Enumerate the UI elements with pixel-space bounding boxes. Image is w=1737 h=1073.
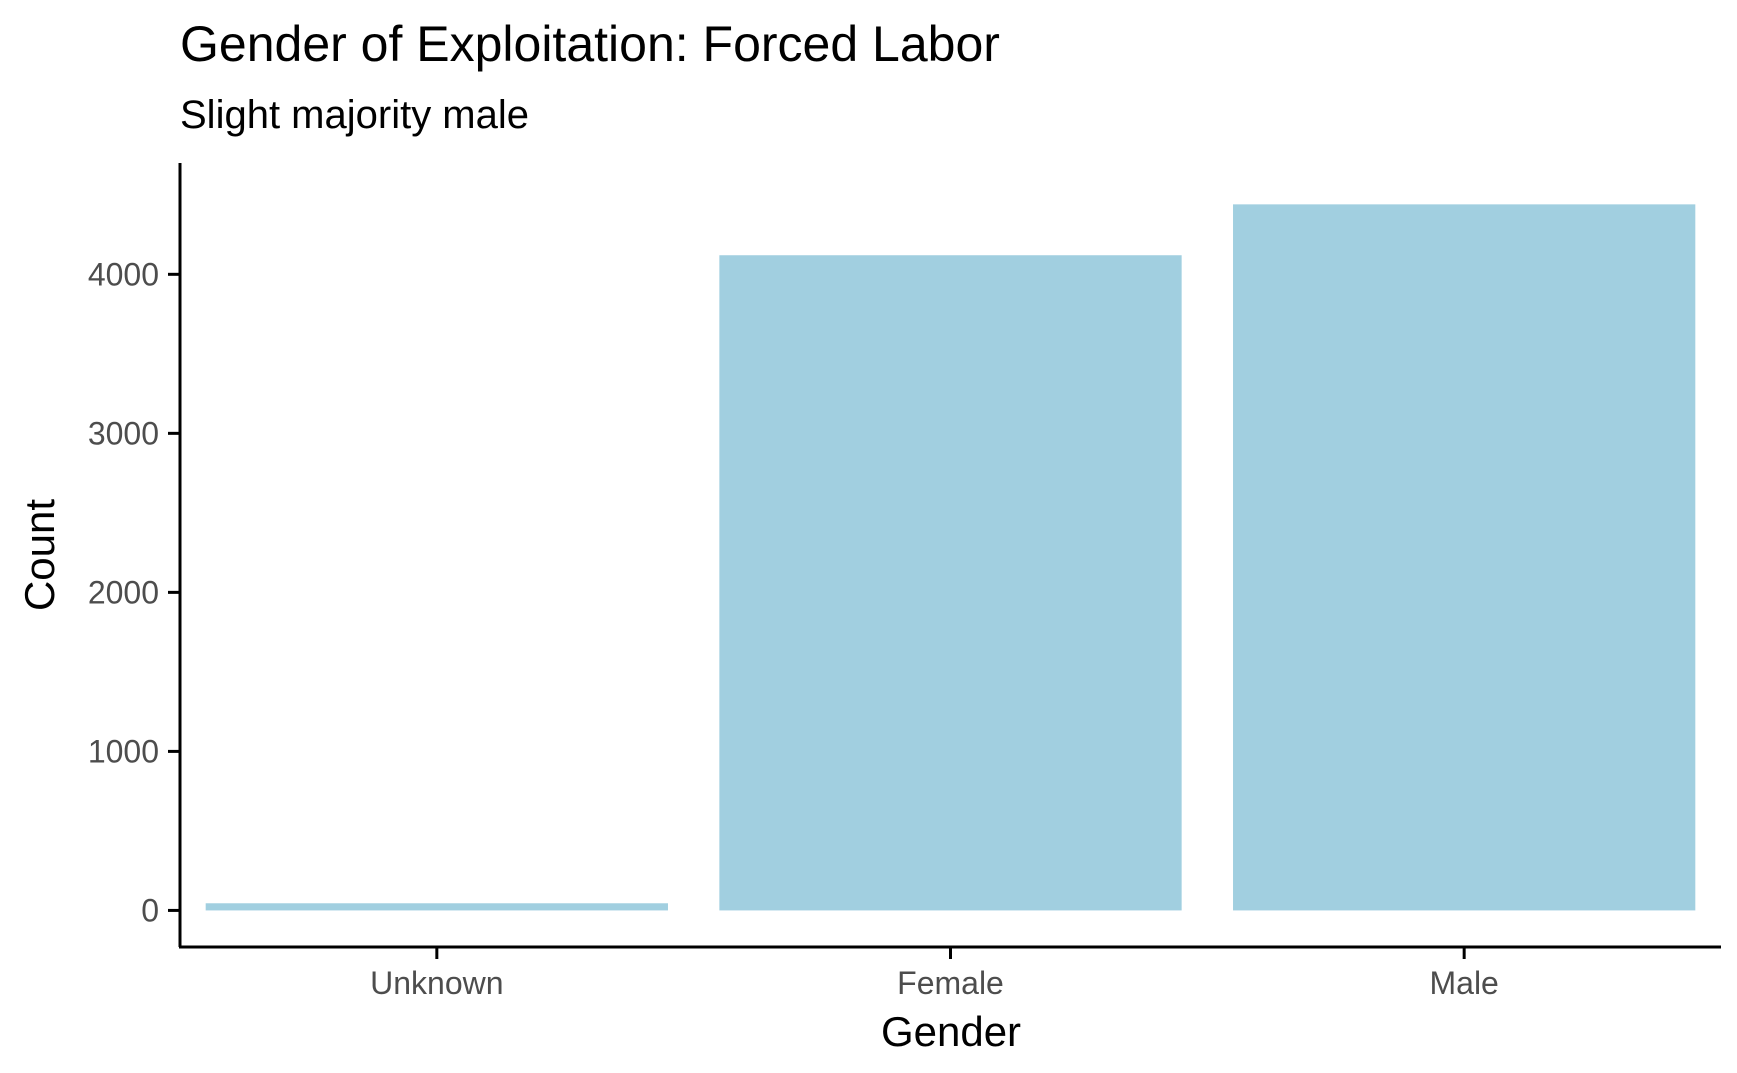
y-tick-label-4000: 4000: [88, 256, 159, 292]
x-tick-label-female: Female: [897, 965, 1004, 1001]
bar-male: [1233, 204, 1696, 911]
bars-group: [205, 204, 1696, 911]
x-tick-label-male: Male: [1429, 965, 1498, 1001]
y-axis: 0 1000 2000 3000 4000: [88, 163, 182, 947]
x-tick-label-unknown: Unknown: [370, 965, 503, 1001]
x-axis: Unknown Female Male: [179, 945, 1721, 1001]
y-tick-label-1000: 1000: [88, 733, 159, 769]
x-axis-title: Gender: [881, 1008, 1021, 1055]
chart-title: Gender of Exploitation: Forced Labor: [180, 16, 1000, 72]
y-tick-label-2000: 2000: [88, 574, 159, 610]
y-axis-title: Count: [16, 499, 63, 611]
chart-subtitle: Slight majority male: [180, 93, 529, 137]
bar-unknown: [205, 903, 668, 911]
y-tick-label-3000: 3000: [88, 415, 159, 451]
bar-female: [719, 255, 1182, 911]
y-tick-label-0: 0: [141, 892, 159, 928]
